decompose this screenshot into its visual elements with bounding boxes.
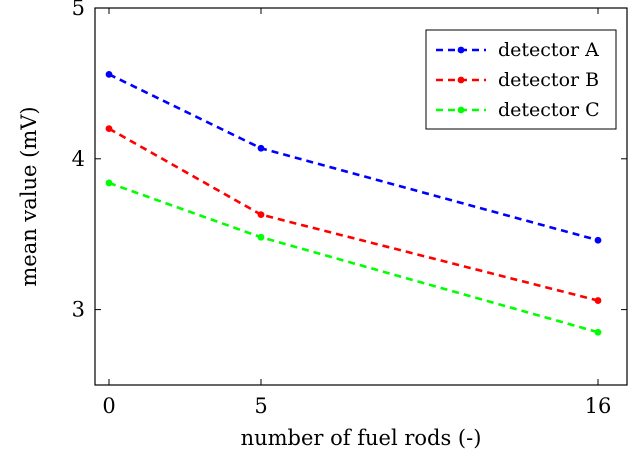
data-point bbox=[594, 328, 602, 336]
y-axis-label: mean value (mV) bbox=[17, 106, 41, 286]
x-tick-label: 0 bbox=[102, 394, 115, 418]
data-point bbox=[105, 125, 113, 133]
legend-label: detector A bbox=[498, 39, 599, 61]
data-point bbox=[257, 233, 265, 241]
legend-label: detector B bbox=[498, 69, 599, 91]
legend-marker bbox=[457, 46, 465, 54]
data-point bbox=[594, 236, 602, 244]
data-point bbox=[105, 179, 113, 187]
legend-label: detector C bbox=[498, 99, 600, 121]
data-point bbox=[594, 297, 602, 304]
data-point bbox=[257, 144, 265, 152]
data-point bbox=[105, 70, 113, 78]
legend-marker bbox=[457, 106, 465, 114]
x-axis-label: number of fuel rods (-) bbox=[241, 426, 482, 450]
series-line-3 bbox=[108, 181, 599, 334]
series-line-2 bbox=[108, 127, 599, 302]
x-tick-label: 5 bbox=[254, 394, 267, 418]
x-tick-label: 16 bbox=[585, 394, 612, 418]
legend: detector A detector B detector C bbox=[425, 29, 617, 130]
plot-marks bbox=[105, 70, 602, 336]
data-point bbox=[257, 211, 265, 218]
y-tick-label: 5 bbox=[72, 0, 85, 20]
plot-frame bbox=[94, 7, 628, 386]
axis-ticks: 0 5 16 3 4 5 bbox=[72, 0, 627, 418]
y-tick-label: 4 bbox=[72, 147, 85, 171]
legend-marker bbox=[457, 76, 465, 84]
y-tick-label: 3 bbox=[72, 298, 85, 322]
